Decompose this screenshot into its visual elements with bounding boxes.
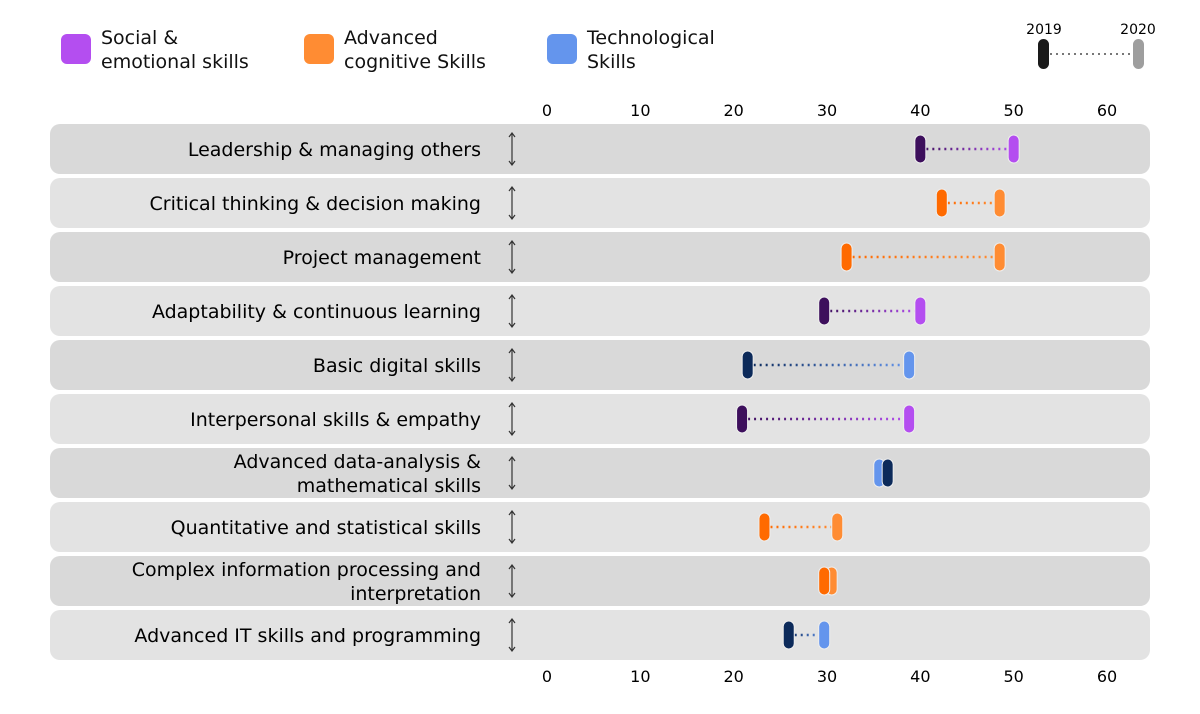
legend-item-tech: Technological Skills <box>547 26 715 74</box>
mark-2019 <box>741 350 754 380</box>
category-label: Critical thinking & decision making <box>150 193 481 215</box>
legend-item-social: Social & emotional skills <box>61 26 249 74</box>
category-label: Adaptability & continuous learning <box>152 301 481 323</box>
updown-arrow-icon <box>508 402 516 436</box>
category-label: Advanced data-analysis & mathematical ski… <box>234 451 482 497</box>
arrow-heads <box>508 510 516 544</box>
row-background <box>50 394 1150 444</box>
mark-2020 <box>818 620 831 650</box>
mark-2020 <box>1007 134 1020 164</box>
category-label: Project management <box>283 247 481 269</box>
x-tick-label-bottom: 10 <box>630 667 650 686</box>
legend-label: Social & emotional skills <box>101 27 249 73</box>
category-label: Advanced IT skills and programming <box>134 625 481 647</box>
updown-arrow-icon <box>508 294 516 328</box>
mark-2019 <box>881 458 894 488</box>
x-tick-label-top: 0 <box>542 101 552 120</box>
row-background <box>50 124 1150 174</box>
year-legend-mark-2019 <box>1038 39 1049 69</box>
mark-2019 <box>818 566 831 596</box>
x-tick-label-bottom: 30 <box>817 667 837 686</box>
x-tick-label-top: 20 <box>723 101 743 120</box>
updown-arrow-icon <box>508 348 516 382</box>
updown-arrow-icon <box>508 240 516 274</box>
category-label: Interpersonal skills & empathy <box>190 409 481 431</box>
updown-arrow-icon <box>508 510 516 544</box>
mark-2019 <box>935 188 948 218</box>
arrow-heads <box>508 240 516 274</box>
mark-2020 <box>993 188 1006 218</box>
x-tick-label-bottom: 50 <box>1003 667 1023 686</box>
mark-2019 <box>782 620 795 650</box>
updown-arrow-icon <box>508 132 516 166</box>
category-label: Quantitative and statistical skills <box>171 517 481 539</box>
x-tick-label-top: 50 <box>1003 101 1023 120</box>
arrow-heads <box>508 402 516 436</box>
x-tick-label-bottom: 60 <box>1097 667 1117 686</box>
mark-2019 <box>736 404 749 434</box>
arrow-heads <box>508 564 516 598</box>
arrow-heads <box>508 132 516 166</box>
updown-arrow-icon <box>508 618 516 652</box>
row-background <box>50 340 1150 390</box>
x-tick-label-top: 30 <box>817 101 837 120</box>
x-tick-label-top: 60 <box>1097 101 1117 120</box>
legend-label: Technological Skills <box>587 27 715 73</box>
year-legend-start: 2019 <box>1026 22 1062 38</box>
row-background <box>50 448 1150 498</box>
legend-swatch <box>547 34 577 64</box>
x-tick-label-top: 40 <box>910 101 930 120</box>
legend-item-cognitive: Advanced cognitive Skills <box>304 26 486 74</box>
mark-2020 <box>993 242 1006 272</box>
x-tick-label-bottom: 40 <box>910 667 930 686</box>
updown-arrow-icon <box>508 186 516 220</box>
mark-2020 <box>831 512 844 542</box>
mark-2019 <box>758 512 771 542</box>
row-background <box>50 610 1150 660</box>
category-label: Basic digital skills <box>313 355 481 377</box>
row-background <box>50 232 1150 282</box>
mark-2019 <box>914 134 927 164</box>
x-tick-label-bottom: 0 <box>542 667 552 686</box>
arrow-heads <box>508 456 516 490</box>
row-background <box>50 178 1150 228</box>
arrow-heads <box>508 294 516 328</box>
updown-arrow-icon <box>508 456 516 490</box>
mark-2019 <box>818 296 831 326</box>
arrow-heads <box>508 348 516 382</box>
updown-arrow-icon <box>508 564 516 598</box>
mark-2020 <box>914 296 927 326</box>
legend-swatch <box>61 34 91 64</box>
x-tick-label-bottom: 20 <box>723 667 743 686</box>
mark-2020 <box>903 350 916 380</box>
legend-swatch <box>304 34 334 64</box>
category-label: Leadership & managing others <box>188 139 481 161</box>
mark-2020 <box>903 404 916 434</box>
legend-label: Advanced cognitive Skills <box>344 27 486 73</box>
arrow-heads <box>508 618 516 652</box>
row-background <box>50 556 1150 606</box>
category-label: Complex information processing and interp… <box>132 559 481 605</box>
x-tick-label-top: 10 <box>630 101 650 120</box>
row-background <box>50 502 1150 552</box>
mark-2019 <box>840 242 853 272</box>
year-legend-mark-2020 <box>1133 39 1144 69</box>
arrow-heads <box>508 186 516 220</box>
year-legend-end: 2020 <box>1120 22 1156 38</box>
row-background <box>50 286 1150 336</box>
